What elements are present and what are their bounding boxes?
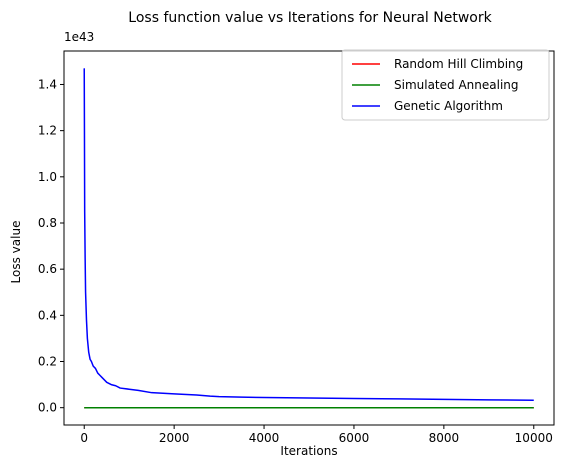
y-tick-label: 1.0: [38, 170, 57, 184]
y-tick-label: 0.2: [38, 355, 57, 369]
x-tick-label: 10000: [515, 431, 553, 445]
series-line-genetic-algorithm: [83, 68, 534, 402]
y-tick-label: 0.0: [38, 401, 57, 415]
y-tick-label: 1.2: [38, 124, 57, 138]
y-axis-label: Loss value: [9, 221, 23, 284]
x-tick-label: 4000: [249, 431, 280, 445]
legend-label-genetic-algorithm: Genetic Algorithm: [394, 99, 503, 113]
x-axis-ticks: 0 2000 4000 6000 8000 10000: [80, 425, 553, 445]
y-scale-label: 1e43: [64, 30, 94, 44]
legend-label-simulated-annealing: Simulated Annealing: [394, 78, 519, 92]
y-tick-label: 0.8: [38, 216, 57, 230]
x-tick-label: 0: [80, 431, 88, 445]
x-tick-label: 2000: [159, 431, 190, 445]
legend: Random Hill Climbing Simulated Annealing G…: [341, 49, 550, 121]
legend-box: [341, 49, 550, 121]
y-tick-label: 0.6: [38, 262, 57, 276]
y-tick-label: 0.4: [38, 308, 57, 322]
x-tick-label: 8000: [429, 431, 460, 445]
series-lines: [83, 68, 534, 409]
y-axis-ticks: 0.0 0.2 0.4 0.6 0.8 1.0 1.2 1.4: [38, 77, 64, 415]
x-axis-label: Iterations: [280, 444, 337, 458]
chart-title: Loss function value vs Iterations for Ne…: [128, 10, 492, 26]
plot-frame: [63, 50, 555, 426]
legend-label-random-hill-climbing: Random Hill Climbing: [394, 57, 523, 71]
x-tick-label: 6000: [339, 431, 370, 445]
y-tick-label: 1.4: [38, 77, 57, 91]
